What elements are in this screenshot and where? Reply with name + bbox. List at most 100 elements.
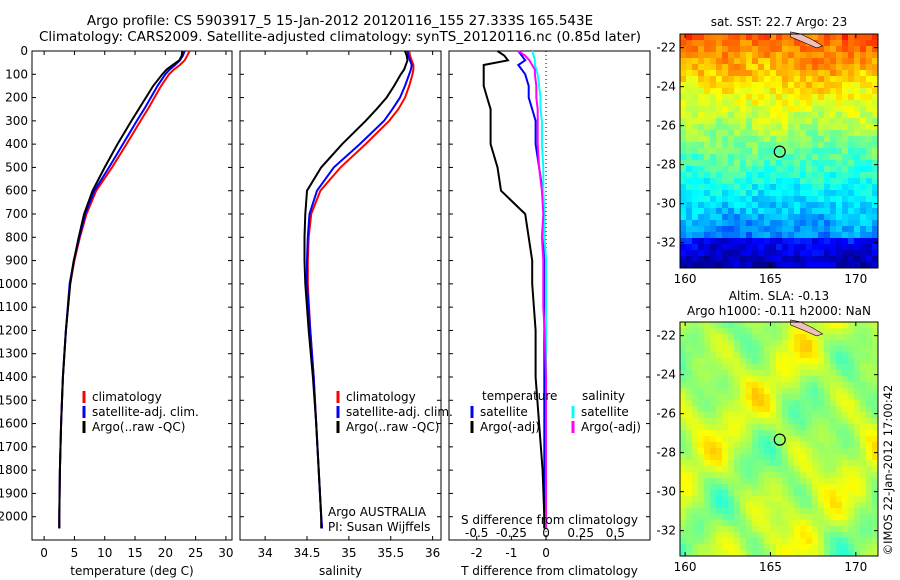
map-cell [860,376,866,382]
map-cell [800,88,806,94]
map-cell [776,340,782,346]
map-cell [770,76,776,82]
map-cell [842,70,848,76]
map-cell [692,112,698,118]
map-cell [728,208,734,214]
map-cell [680,394,686,400]
map-cell [686,442,692,448]
map-cell [764,220,770,226]
map-cell [758,64,764,70]
map-cell [698,472,704,478]
map-cell [842,490,848,496]
map-cell [800,400,806,406]
map-cell [734,214,740,220]
map-cell [746,226,752,232]
map-cell [848,400,854,406]
map-cell [728,376,734,382]
map-cell [788,88,794,94]
map-cell [824,442,830,448]
map-cell [758,160,764,166]
depth-tick-label: 300 [5,114,28,128]
map-cell [836,52,842,58]
map-cell [824,184,830,190]
map-cell [734,466,740,472]
map-cell [704,226,710,232]
map-cell [770,472,776,478]
map-cell [698,172,704,178]
map-cell [752,124,758,130]
map-cell [740,526,746,532]
map-cell [716,46,722,52]
map-cell [788,172,794,178]
map-cell [818,454,824,460]
series-line-argo-raw-qc- [58,50,184,529]
map-cell [854,58,860,64]
map-cell [686,424,692,430]
map-cell [824,202,830,208]
map-cell [794,196,800,202]
map-cell [758,430,764,436]
map-cell [872,412,878,418]
map-cell [788,400,794,406]
map-cell [722,412,728,418]
map-cell [692,388,698,394]
map-cell [818,322,824,328]
map-cell [842,472,848,478]
map-cell [866,256,872,262]
map-cell [680,262,686,268]
map-cell [776,106,782,112]
map-cell [800,328,806,334]
map-cell [830,202,836,208]
map-cell [746,124,752,130]
map-cell [704,454,710,460]
map-cell [752,388,758,394]
map-cell [722,394,728,400]
map-cell [704,196,710,202]
map-cell [722,46,728,52]
map-cell [770,226,776,232]
map-cell [686,520,692,526]
map-cell [806,340,812,346]
map-cell [752,448,758,454]
map-cell [740,388,746,394]
map-cell [836,106,842,112]
map-cell [722,256,728,262]
map-cell [848,346,854,352]
map-cell [818,412,824,418]
map-cell [698,112,704,118]
map-cell [800,406,806,412]
map-cell [836,328,842,334]
map-cell [812,490,818,496]
map-cell [776,88,782,94]
map-cell [818,100,824,106]
map-cell [698,322,704,328]
map-cell [830,466,836,472]
map-cell [788,40,794,46]
map-cell [752,436,758,442]
map-cell [800,334,806,340]
map-cell [830,388,836,394]
map-cell [746,382,752,388]
map-cell [752,538,758,544]
map-cell [752,364,758,370]
map-cell [740,382,746,388]
map-cell [872,394,878,400]
map-cell [818,466,824,472]
map-cell [830,442,836,448]
map-cell [794,370,800,376]
map-cell [722,166,728,172]
map-cell [734,148,740,154]
map-cell [836,514,842,520]
map-cell [758,460,764,466]
map-cell [704,550,710,556]
map-cell [776,178,782,184]
map-cell [806,418,812,424]
map-cell [734,532,740,538]
map-cell [806,394,812,400]
map-cell [848,466,854,472]
map-cell [830,106,836,112]
map-cell [752,34,758,40]
map-cell [728,232,734,238]
map-cell [830,76,836,82]
map-cell [848,148,854,154]
